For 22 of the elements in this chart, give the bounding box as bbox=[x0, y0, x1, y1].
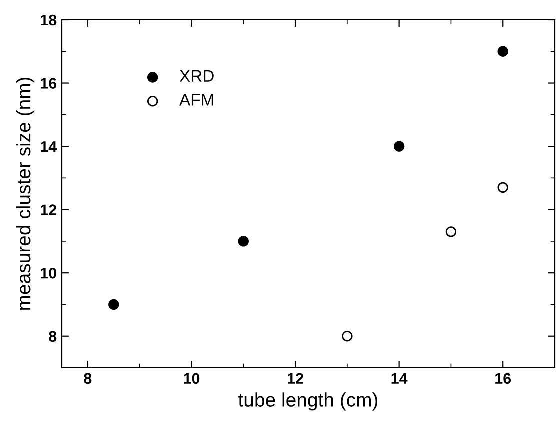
y-axis-title: measured cluster size (nm) bbox=[16, 78, 35, 310]
x-tick-label: 8 bbox=[84, 373, 92, 384]
point bbox=[342, 331, 353, 342]
point bbox=[498, 182, 508, 194]
x-tick-label: 10 bbox=[184, 373, 200, 384]
y-tick-label: 16 bbox=[41, 78, 57, 89]
y-tick-label: 10 bbox=[41, 268, 57, 279]
legend-label: AFM bbox=[180, 94, 214, 106]
y-tick-label: 12 bbox=[41, 204, 57, 216]
x-tick-label: 14 bbox=[392, 373, 408, 384]
point bbox=[108, 299, 120, 310]
point bbox=[394, 141, 405, 152]
x-tick-label: 16 bbox=[496, 373, 512, 384]
x-tick-label: 12 bbox=[288, 373, 304, 384]
point bbox=[446, 226, 457, 238]
y-tick-label: 14 bbox=[41, 142, 58, 152]
legend-label: XRD bbox=[180, 70, 214, 82]
point bbox=[238, 236, 249, 247]
point bbox=[498, 46, 508, 57]
x-axis-title: tube length (cm) bbox=[238, 392, 378, 411]
y-tick-label: 8 bbox=[49, 331, 57, 342]
y-tick-label: 18 bbox=[41, 14, 57, 26]
